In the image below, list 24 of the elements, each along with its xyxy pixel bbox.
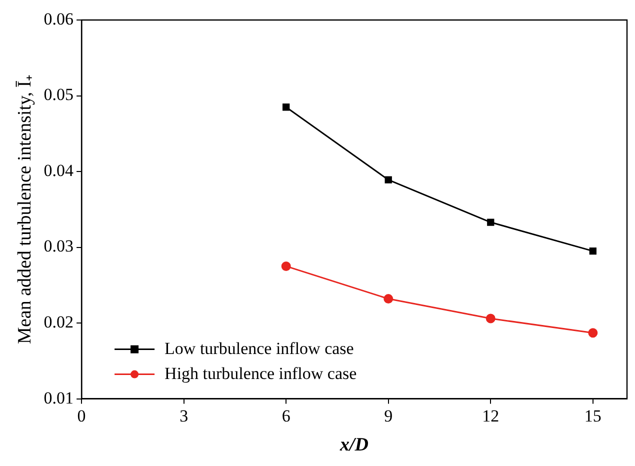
point [281, 261, 291, 271]
point [588, 328, 598, 338]
point [384, 176, 392, 184]
x-axis-title: x/D [339, 434, 369, 456]
y-tick-label: 0.02 [44, 312, 74, 332]
x-tick-label: 9 [384, 406, 393, 426]
x-tick-label: 6 [282, 406, 290, 426]
legend-label: High turbulence inflow case [164, 364, 357, 383]
point [487, 218, 494, 226]
y-tick-label: 0.05 [44, 85, 74, 104]
y-tick-label: 0.06 [44, 9, 74, 28]
point [282, 104, 290, 111]
x-tick-label: 3 [180, 406, 188, 426]
x-tick-label: 0 [77, 406, 86, 426]
x-tick-label: 12 [482, 406, 500, 426]
x-tick-label: 15 [584, 406, 602, 426]
y-axis-title: Mean added turbulence intensity, Ī₊ [14, 74, 36, 344]
y-tick-label: 0.01 [44, 388, 74, 408]
point [384, 294, 394, 304]
point [486, 314, 496, 324]
point [589, 247, 596, 255]
y-tick-label: 0.03 [44, 236, 74, 256]
y-tick-label: 0.04 [44, 160, 74, 180]
legend-label: Low turbulence inflow case [164, 338, 354, 358]
